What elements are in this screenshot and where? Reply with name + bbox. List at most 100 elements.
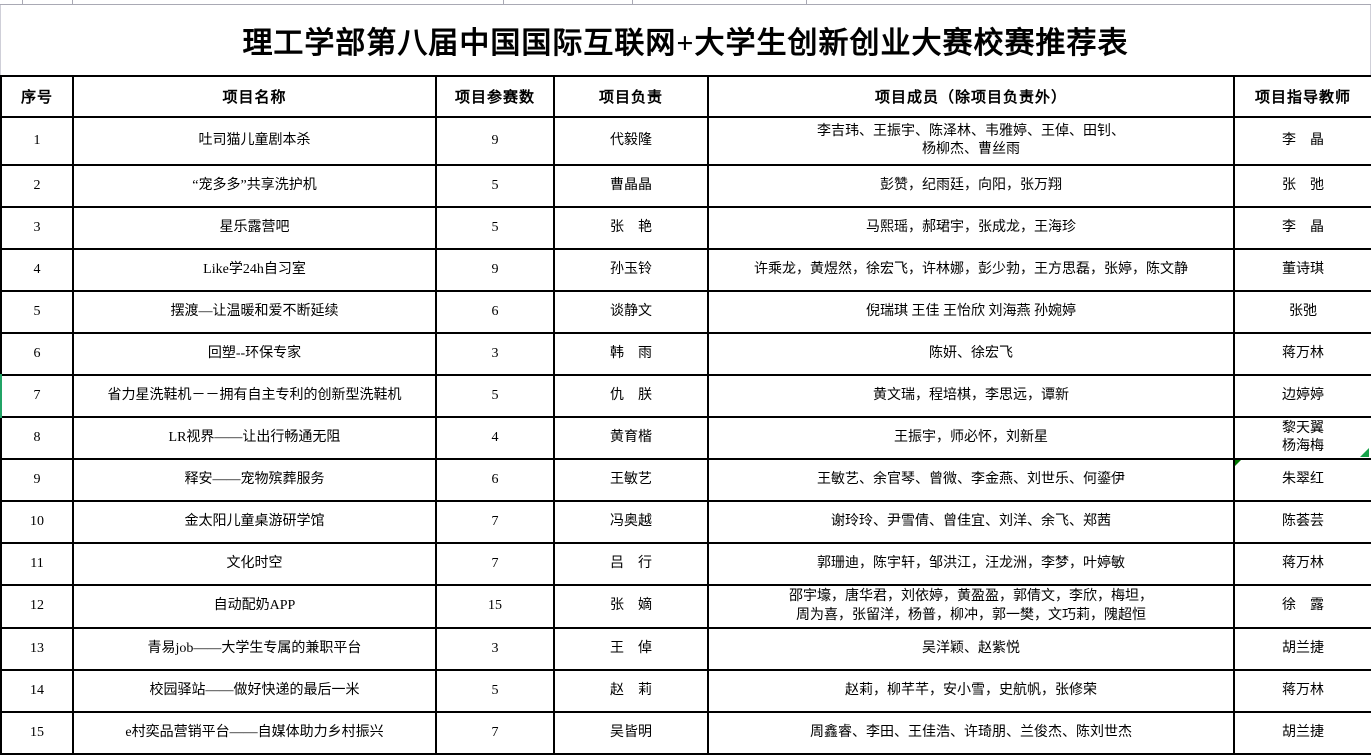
table-header: 序号 项目名称 项目参赛数 项目负责 项目成员（除项目负责外） 项目指导教师 xyxy=(0,75,1371,118)
cell-no[interactable]: 2 xyxy=(0,164,74,208)
cell-leader[interactable]: 王 倬 xyxy=(553,627,709,671)
cell-name[interactable]: “宠多多”共享洗护机 xyxy=(72,164,437,208)
cell-no[interactable]: 6 xyxy=(0,332,74,376)
cell-members[interactable]: 王振宇，师必怀，刘新星 xyxy=(707,416,1235,460)
cell-count[interactable]: 15 xyxy=(435,584,555,629)
cell-leader[interactable]: 吕 行 xyxy=(553,542,709,586)
table-row: 9 释安——宠物殡葬服务 6 王敏艺 王敏艺、余官琴、曾微、李金燕、刘世乐、何鎏伊 朱翠红 xyxy=(0,458,1371,502)
cell-leader[interactable]: 曹晶晶 xyxy=(553,164,709,208)
cell-members[interactable]: 黄文瑞，程培棋，李思远，谭新 xyxy=(707,374,1235,418)
cell-members[interactable]: 彭赞，纪雨廷，向阳，张万翔 xyxy=(707,164,1235,208)
table-row: 1 吐司猫儿童剧本杀 9 代毅隆 李吉玮、王振宇、陈泽林、韦雅婷、王倬、田钊、 杨柳杰、… xyxy=(0,116,1371,166)
cell-leader[interactable]: 黄育楷 xyxy=(553,416,709,460)
cell-advisor[interactable]: 陈荟芸 xyxy=(1233,500,1371,544)
cell-leader[interactable]: 张 艳 xyxy=(553,206,709,250)
cell-count[interactable]: 5 xyxy=(435,164,555,208)
cell-members[interactable]: 王敏艺、余官琴、曾微、李金燕、刘世乐、何鎏伊 xyxy=(707,458,1235,502)
cell-count[interactable]: 5 xyxy=(435,374,555,418)
cell-leader[interactable]: 仇 朕 xyxy=(553,374,709,418)
cell-leader[interactable]: 谈静文 xyxy=(553,290,709,334)
cell-advisor[interactable]: 边婷婷 xyxy=(1233,374,1371,418)
cell-count[interactable]: 7 xyxy=(435,542,555,586)
cell-no[interactable]: 11 xyxy=(0,542,74,586)
cell-name[interactable]: 省力星洗鞋机－－拥有自主专利的创新型洗鞋机 xyxy=(72,374,437,418)
cell-name[interactable]: 释安——宠物殡葬服务 xyxy=(72,458,437,502)
cell-advisor[interactable]: 蒋万林 xyxy=(1233,669,1371,713)
cell-no[interactable]: 10 xyxy=(0,500,74,544)
cell-count[interactable]: 9 xyxy=(435,116,555,166)
cell-no[interactable]: 15 xyxy=(0,711,74,755)
cell-members[interactable]: 邵宇壕，唐华君，刘依婷，黄盈盈，郭倩文，李欣，梅坦， 周为喜，张留洋，杨普，柳冲… xyxy=(707,584,1235,629)
cell-count[interactable]: 4 xyxy=(435,416,555,460)
cell-count[interactable]: 5 xyxy=(435,206,555,250)
cell-no[interactable]: 13 xyxy=(0,627,74,671)
cell-count[interactable]: 7 xyxy=(435,711,555,755)
cell-name[interactable]: 摆渡—让温暖和爱不断延续 xyxy=(72,290,437,334)
cell-advisor[interactable]: 胡兰捷 xyxy=(1233,711,1371,755)
cell-members[interactable]: 马熙瑶，郝珺宇，张成龙，王海珍 xyxy=(707,206,1235,250)
cell-advisor[interactable]: 胡兰捷 xyxy=(1233,627,1371,671)
cell-count[interactable]: 6 xyxy=(435,458,555,502)
cell-name[interactable]: 吐司猫儿童剧本杀 xyxy=(72,116,437,166)
cell-no[interactable]: 9 xyxy=(0,458,74,502)
cell-count[interactable]: 6 xyxy=(435,290,555,334)
cell-name[interactable]: 校园驿站——做好快递的最后一米 xyxy=(72,669,437,713)
cell-no[interactable]: 14 xyxy=(0,669,74,713)
cell-no[interactable]: 5 xyxy=(0,290,74,334)
cell-advisor[interactable]: 朱翠红 xyxy=(1233,458,1371,502)
table-row: 12 自动配奶APP 15 张 嫡邵宇壕，唐华君，刘依婷，黄盈盈，郭倩文，李欣，梅坦，… xyxy=(0,584,1371,629)
cell-no[interactable]: 7 xyxy=(0,374,74,418)
cell-members[interactable]: 李吉玮、王振宇、陈泽林、韦雅婷、王倬、田钊、 杨柳杰、曹丝雨 xyxy=(707,116,1235,166)
cell-members[interactable]: 赵莉，柳芊芊，安小雪，史航帆，张修荣 xyxy=(707,669,1235,713)
cell-name[interactable]: 自动配奶APP xyxy=(72,584,437,629)
cell-name[interactable]: 青易job——大学生专属的兼职平台 xyxy=(72,627,437,671)
cell-no[interactable]: 4 xyxy=(0,248,74,292)
cell-members[interactable]: 吴洋颖、赵紫悦 xyxy=(707,627,1235,671)
cell-no[interactable]: 1 xyxy=(0,116,74,166)
cell-advisor[interactable]: 董诗琪 xyxy=(1233,248,1371,292)
cell-advisor[interactable]: 李 晶 xyxy=(1233,116,1371,166)
cell-members[interactable]: 谢玲玲、尹雪倩、曾佳宜、刘洋、余飞、郑茜 xyxy=(707,500,1235,544)
cell-advisor[interactable]: 张弛 xyxy=(1233,290,1371,334)
cell-members[interactable]: 郭珊迪，陈宇轩，邹洪江，汪龙洲，李梦，叶婷敏 xyxy=(707,542,1235,586)
cell-count[interactable]: 5 xyxy=(435,669,555,713)
gridline-stub xyxy=(806,0,807,4)
cell-name[interactable]: e村奕品营销平台——自媒体助力乡村振兴 xyxy=(72,711,437,755)
cell-leader[interactable]: 冯奥越 xyxy=(553,500,709,544)
cell-count[interactable]: 7 xyxy=(435,500,555,544)
cell-advisor[interactable]: 李 晶 xyxy=(1233,206,1371,250)
cell-advisor[interactable]: 张 弛 xyxy=(1233,164,1371,208)
cell-leader[interactable]: 赵 莉 xyxy=(553,669,709,713)
cell-advisor[interactable]: 蒋万林 xyxy=(1233,332,1371,376)
cell-leader[interactable]: 张 嫡 xyxy=(553,584,709,629)
cell-leader[interactable]: 韩 雨 xyxy=(553,332,709,376)
cell-no[interactable]: 12 xyxy=(0,584,74,629)
cell-name[interactable]: 金太阳儿童桌游研学馆 xyxy=(72,500,437,544)
cell-advisor[interactable]: 黎天翼 杨海梅 xyxy=(1233,416,1371,460)
comment-marker-icon xyxy=(1236,461,1241,466)
gridline-stub xyxy=(72,0,73,4)
column-header-project: 项目名称 xyxy=(72,75,437,118)
cell-members[interactable]: 倪瑞琪 王佳 王怡欣 刘海燕 孙婉婷 xyxy=(707,290,1235,334)
cell-leader[interactable]: 王敏艺 xyxy=(553,458,709,502)
cell-members[interactable]: 陈妍、徐宏飞 xyxy=(707,332,1235,376)
column-header-leader: 项目负责 xyxy=(553,75,709,118)
cell-count[interactable]: 3 xyxy=(435,332,555,376)
cell-leader[interactable]: 吴皆明 xyxy=(553,711,709,755)
cell-no[interactable]: 8 xyxy=(0,416,74,460)
cell-count[interactable]: 3 xyxy=(435,627,555,671)
cell-name[interactable]: 文化时空 xyxy=(72,542,437,586)
cell-advisor[interactable]: 徐 露 xyxy=(1233,584,1371,629)
cell-name[interactable]: 回塑--环保专家 xyxy=(72,332,437,376)
cell-advisor[interactable]: 蒋万林 xyxy=(1233,542,1371,586)
cell-leader[interactable]: 代毅隆 xyxy=(553,116,709,166)
cell-name[interactable]: 星乐露营吧 xyxy=(72,206,437,250)
cell-members[interactable]: 许乘龙，黄煜然，徐宏飞，许林娜，彭少勃，王方思磊，张婷，陈文静 xyxy=(707,248,1235,292)
cell-name[interactable]: Like学24h自习室 xyxy=(72,248,437,292)
cell-count[interactable]: 9 xyxy=(435,248,555,292)
cell-leader[interactable]: 孙玉铃 xyxy=(553,248,709,292)
cell-name[interactable]: LR视界——让出行畅通无阻 xyxy=(72,416,437,460)
cell-members[interactable]: 周鑫睿、李田、王佳浩、许琦朋、兰俊杰、陈刘世杰 xyxy=(707,711,1235,755)
cell-no[interactable]: 3 xyxy=(0,206,74,250)
gridline-stub xyxy=(632,0,633,4)
